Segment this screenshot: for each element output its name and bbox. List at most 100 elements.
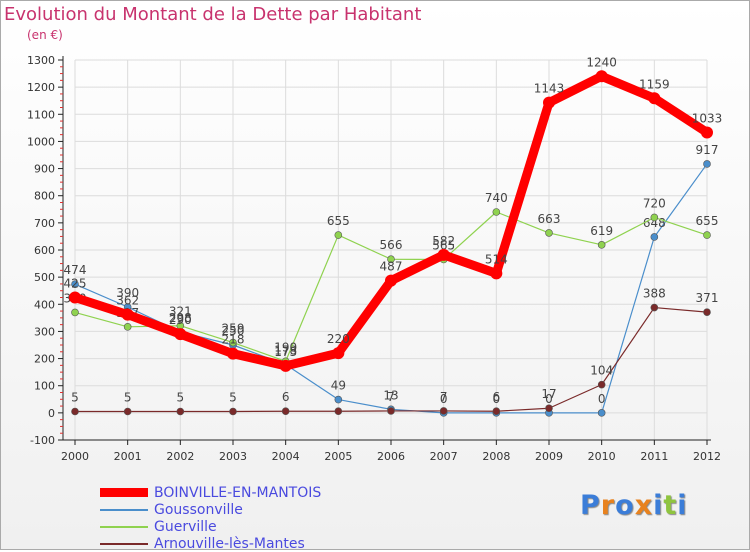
data-point xyxy=(543,96,555,109)
y-tick-label: 1300 xyxy=(27,54,55,67)
data-label: 663 xyxy=(538,212,561,226)
x-tick-label: 2010 xyxy=(588,450,616,463)
data-label: 7 xyxy=(387,390,395,404)
data-label: 582 xyxy=(432,234,455,248)
data-point xyxy=(650,233,659,241)
data-label: 655 xyxy=(696,214,719,228)
y-tick-label: 400 xyxy=(34,298,55,311)
legend-swatch xyxy=(100,542,148,545)
data-point xyxy=(174,328,187,341)
y-tick-label: 300 xyxy=(34,325,55,338)
data-label: 487 xyxy=(380,260,403,274)
data-label: 1159 xyxy=(639,77,670,91)
chart-title: Evolution du Montant de la Dette par Hab… xyxy=(4,4,422,25)
data-label: 259 xyxy=(222,322,245,336)
data-point xyxy=(387,255,395,264)
legend-swatch xyxy=(100,488,148,497)
data-label: 6 xyxy=(493,390,501,404)
logo-letter: o xyxy=(615,490,635,521)
y-tick-label: 600 xyxy=(34,244,55,257)
legend-label: BOINVILLE-EN-MANTOIS xyxy=(154,484,322,501)
data-point xyxy=(545,229,553,237)
data-point xyxy=(123,407,132,416)
logo-letter: P xyxy=(580,490,601,521)
data-label: 1143 xyxy=(534,82,565,96)
data-point xyxy=(545,404,553,413)
y-tick-label: 900 xyxy=(34,163,55,176)
data-point xyxy=(437,248,450,261)
legend-label: Guerville xyxy=(154,518,217,535)
legend-item: Arnouville-lès-Mantes xyxy=(100,535,321,552)
y-tick-label: 500 xyxy=(34,271,55,284)
data-label: 425 xyxy=(64,277,87,291)
data-label: 5 xyxy=(71,391,79,405)
data-point xyxy=(492,407,501,416)
legend: BOINVILLE-EN-MANTOIS Goussonville Guervill… xyxy=(100,484,321,552)
data-label: 388 xyxy=(643,287,666,301)
x-tick-label: 2001 xyxy=(114,450,142,463)
data-label: 17 xyxy=(541,387,556,401)
y-tick-label: 1000 xyxy=(27,135,55,148)
logo-letter: i xyxy=(653,490,664,521)
legend-label: Arnouville-lès-Mantes xyxy=(154,535,305,552)
data-point xyxy=(227,347,239,360)
logo-letter: r xyxy=(600,490,616,521)
y-tick-label: 1200 xyxy=(27,81,55,94)
data-label: 49 xyxy=(331,379,346,393)
data-point xyxy=(703,231,711,239)
data-label: 5 xyxy=(229,391,237,405)
data-label: 5 xyxy=(177,391,185,405)
data-label: 917 xyxy=(696,143,719,157)
data-label: 298 xyxy=(169,311,192,325)
data-point xyxy=(385,274,397,287)
data-point xyxy=(387,407,395,415)
data-point xyxy=(703,308,711,316)
logo-letter: x xyxy=(634,490,654,521)
data-point xyxy=(701,126,713,139)
data-label: 7 xyxy=(440,390,448,404)
data-point xyxy=(439,407,448,415)
data-point xyxy=(597,380,606,389)
data-point xyxy=(71,407,79,416)
y-tick-label: 100 xyxy=(34,380,55,393)
logo-letter: t xyxy=(663,490,678,521)
data-point xyxy=(176,407,185,416)
data-label: 0 xyxy=(493,392,501,406)
data-point xyxy=(703,160,711,168)
data-label: 655 xyxy=(327,214,350,228)
data-label: 390 xyxy=(116,286,139,300)
data-label: 619 xyxy=(590,224,613,238)
data-label: 220 xyxy=(327,332,350,346)
data-point xyxy=(332,347,345,360)
data-label: 290 xyxy=(169,313,192,327)
data-point xyxy=(281,407,290,416)
data-point xyxy=(650,213,659,222)
data-point xyxy=(229,338,237,347)
x-tick-label: 2003 xyxy=(219,450,247,463)
x-tick-label: 2009 xyxy=(535,450,563,463)
data-point xyxy=(597,409,606,417)
data-label: 13 xyxy=(383,388,398,402)
x-tick-label: 2000 xyxy=(61,450,89,463)
x-tick-label: 2006 xyxy=(377,450,405,463)
data-label: 321 xyxy=(169,305,192,319)
data-point xyxy=(597,241,606,249)
y-tick-label: 800 xyxy=(34,190,55,203)
data-label: 5 xyxy=(124,391,132,405)
data-label: 371 xyxy=(696,291,719,305)
legend-item: Guerville xyxy=(100,518,321,535)
data-point xyxy=(229,407,237,416)
data-label: 104 xyxy=(590,364,613,378)
data-point xyxy=(490,267,503,280)
logo-letter: i xyxy=(677,490,688,521)
data-label: 0 xyxy=(598,392,606,406)
data-label: 362 xyxy=(116,294,139,308)
data-label: 190 xyxy=(274,340,297,354)
data-label: 514 xyxy=(485,252,508,266)
y-tick-label: 700 xyxy=(34,217,55,230)
data-label: 218 xyxy=(222,333,245,347)
data-label: 6 xyxy=(282,390,290,404)
x-tick-label: 2004 xyxy=(272,450,300,463)
y-tick-label: 200 xyxy=(34,353,55,366)
